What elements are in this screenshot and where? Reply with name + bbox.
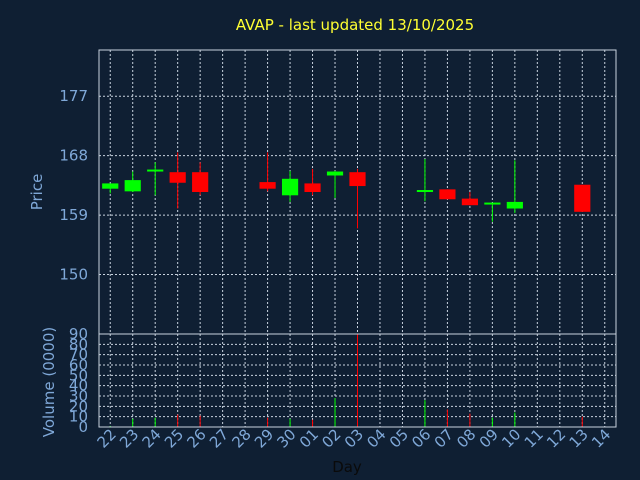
- volume-tick-label: 50: [69, 366, 88, 384]
- x-tick-labels: 2223242526272829300102030405060708091011…: [94, 425, 615, 451]
- volume-tick-label: 80: [69, 335, 88, 353]
- candle-body: [192, 172, 209, 192]
- volume-tick-label: 20: [69, 397, 88, 415]
- candle-body: [304, 183, 321, 192]
- volume-tick-label: 0: [78, 418, 88, 436]
- volume-axis-label: Volume (0000): [40, 327, 58, 437]
- candles: [102, 152, 591, 229]
- candle-body: [506, 201, 523, 209]
- price-tick-label: 177: [59, 87, 88, 105]
- price-tick-labels: 150 159 168 177: [59, 87, 88, 283]
- candle-body: [326, 171, 344, 176]
- price-tick-label: 168: [59, 147, 88, 165]
- volume-tick-label: 90: [69, 325, 88, 343]
- candle-body: [484, 202, 501, 205]
- x-axis-label: Day: [332, 458, 362, 476]
- price-axis-label: Price: [28, 174, 46, 211]
- volume-panel-frame: [98, 333, 617, 428]
- candle-body: [574, 184, 591, 212]
- price-tick-label: 150: [59, 266, 88, 284]
- candle-body: [461, 198, 478, 206]
- candle-body: [147, 169, 164, 172]
- candle-body: [439, 189, 456, 200]
- candle-body: [169, 172, 186, 183]
- volume-tick-label: 60: [69, 356, 88, 374]
- price-tick-label: 159: [59, 206, 88, 224]
- candle-body: [102, 183, 119, 189]
- candle-body: [281, 178, 299, 196]
- volume-tick-label: 40: [69, 377, 88, 395]
- volume-bars: [109, 334, 583, 427]
- candle-body: [259, 182, 276, 189]
- candle-body: [416, 190, 434, 193]
- volume-tick-label: 70: [69, 346, 88, 364]
- volume-tick-label: 30: [69, 387, 88, 405]
- candle-body: [124, 180, 141, 192]
- candle-body: [349, 172, 366, 187]
- chart-title: AVAP - last updated 13/10/2025: [236, 16, 474, 34]
- volume-tick-label: 10: [69, 408, 88, 426]
